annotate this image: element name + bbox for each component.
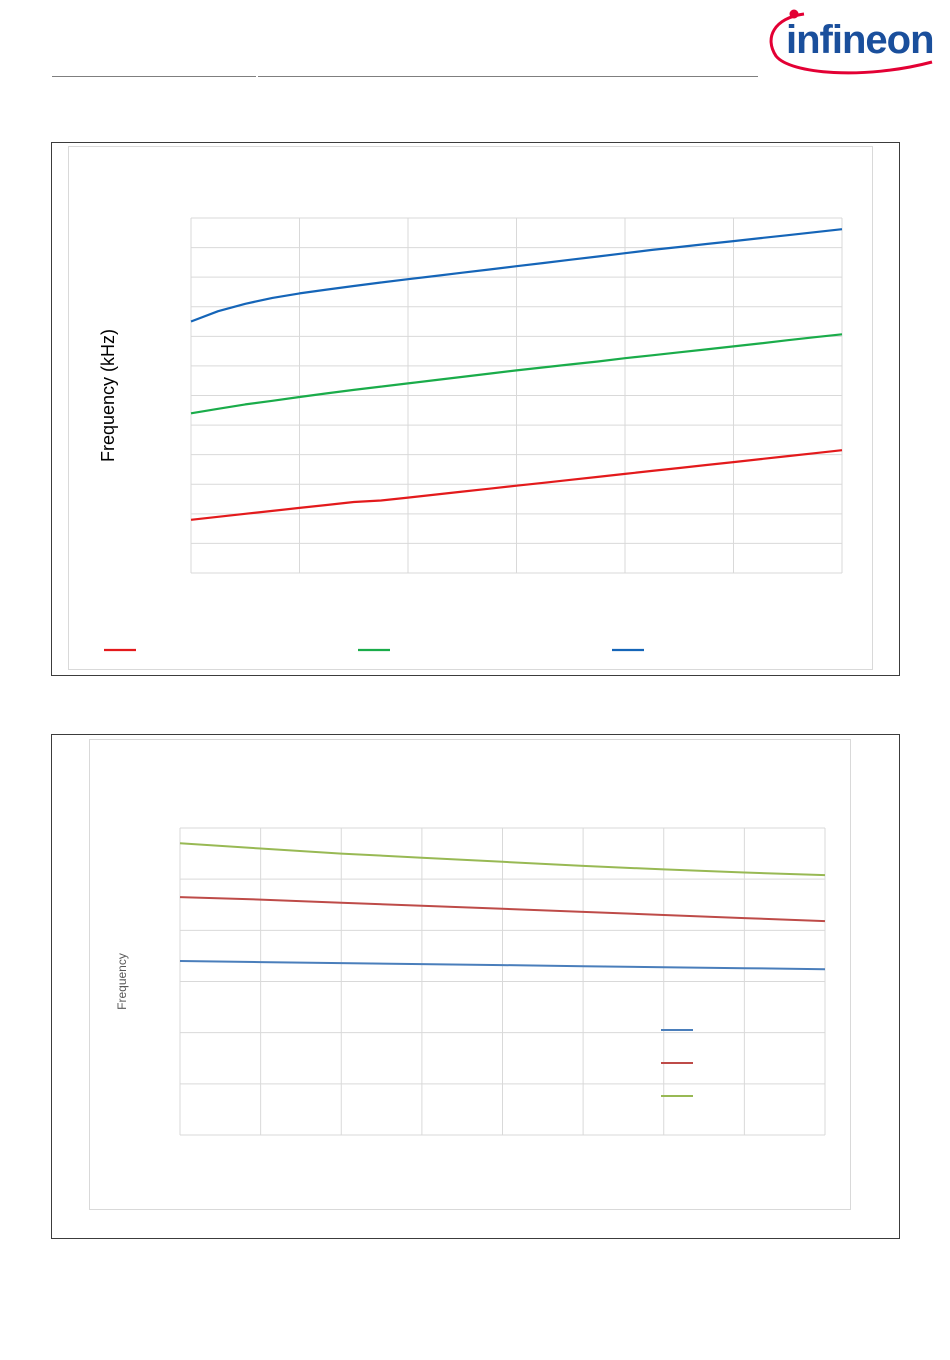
chart-2-area xyxy=(89,739,851,1210)
series-line-2 xyxy=(190,333,843,415)
logo-dot-icon xyxy=(789,9,799,19)
infineon-logo xyxy=(769,9,933,75)
logo-swoosh-icon xyxy=(769,12,933,75)
series-line-1 xyxy=(179,960,826,971)
series-line-3 xyxy=(190,228,843,323)
series-line-3 xyxy=(179,842,826,877)
chart-1-area xyxy=(68,146,873,670)
header-rule-right xyxy=(258,76,758,77)
series-line-2 xyxy=(179,896,826,923)
y-axis-label: Frequency (kHz) xyxy=(98,329,118,462)
y-axis-label: Frequency xyxy=(115,953,129,1010)
header-rule-left xyxy=(52,76,256,77)
logo-text: infineon xyxy=(786,18,935,62)
series-line-1 xyxy=(190,449,843,521)
